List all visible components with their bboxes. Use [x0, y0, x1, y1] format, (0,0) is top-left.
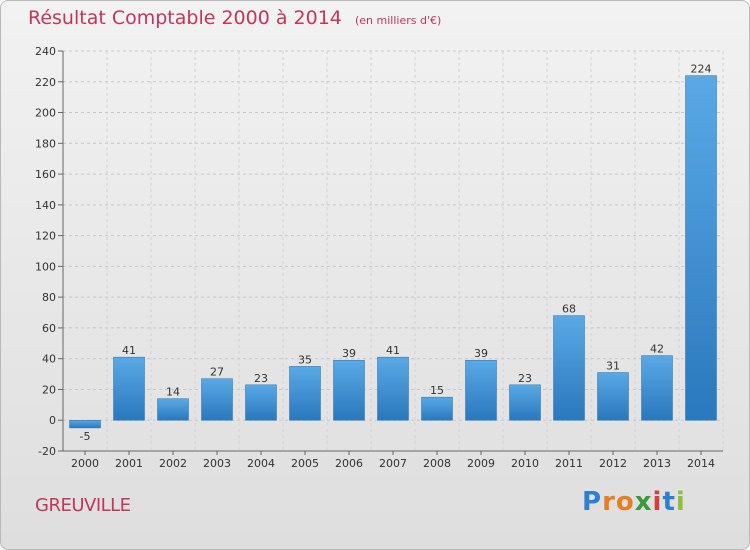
y-tick-label: 180: [35, 137, 56, 150]
bar: [465, 359, 497, 421]
data-label: 35: [298, 353, 312, 366]
logo-letter: P: [582, 487, 603, 517]
x-tick-label: 2004: [247, 457, 275, 470]
x-tick-label: 2009: [467, 457, 495, 470]
data-label: 14: [166, 386, 180, 399]
bar: [641, 355, 673, 421]
bar: [333, 359, 365, 421]
logo-letter: i: [675, 487, 686, 517]
data-labels: -5 41 14 27 23 35 39 41 15 39 23 68 31 42 224: [80, 63, 712, 443]
data-label: 23: [254, 372, 268, 385]
bar: [685, 75, 717, 421]
bar: [421, 396, 453, 421]
x-tick-label: 2000: [71, 457, 99, 470]
logo-letter: x: [634, 487, 653, 517]
data-label: 39: [474, 347, 488, 360]
y-tick-label: 40: [42, 353, 56, 366]
data-label: 31: [606, 360, 620, 373]
y-tick-label: 140: [35, 199, 56, 212]
y-tick-label: 20: [42, 383, 56, 396]
x-tick-label: 2006: [335, 457, 363, 470]
chart-subtitle: (en milliers d'€): [354, 14, 442, 27]
data-label: 23: [518, 372, 532, 385]
y-tick-label: 200: [35, 107, 56, 120]
x-tick-label: 2005: [291, 457, 319, 470]
logo-letter: r: [602, 487, 616, 517]
data-label: 42: [650, 343, 664, 356]
y-tick-label: 80: [42, 291, 56, 304]
commune-name: GREUVILLE: [35, 495, 131, 516]
x-tick-label: 2013: [643, 457, 671, 470]
data-label: 27: [210, 366, 224, 379]
data-label: 224: [691, 63, 712, 76]
logo-letter: t: [662, 487, 676, 517]
x-tick-label: 2008: [423, 457, 451, 470]
bar: [377, 356, 409, 421]
bar: [69, 419, 101, 429]
y-tick-label: -20: [38, 445, 56, 458]
x-axis: 2000 2001 2002 2003 2004 2005 2006 2007 2008 2009…: [63, 450, 723, 470]
data-label: 41: [122, 344, 136, 357]
y-tick-label: 100: [35, 260, 56, 273]
proxiti-logo[interactable]: Proxiti: [582, 487, 686, 517]
data-label: -5: [80, 430, 91, 443]
bar: [289, 366, 321, 421]
bar: [201, 378, 233, 421]
y-axis: -20 0 20 40 60 80 100 120 140 160 180 200 220 240: [35, 45, 64, 458]
x-tick-label: 2010: [511, 457, 539, 470]
x-tick-label: 2001: [115, 457, 143, 470]
chart-title: Résultat Comptable 2000 à 2014: [28, 7, 342, 29]
y-tick-label: 120: [35, 230, 56, 243]
x-tick-label: 2002: [159, 457, 187, 470]
y-tick-label: 0: [49, 414, 56, 427]
data-label: 15: [430, 384, 444, 397]
bars: [69, 75, 717, 429]
bar: [245, 384, 277, 421]
y-tick-label: 240: [35, 45, 56, 58]
data-label: 41: [386, 344, 400, 357]
bar: [597, 372, 629, 421]
bar: [157, 398, 189, 421]
x-tick-label: 2014: [687, 457, 715, 470]
data-label: 39: [342, 347, 356, 360]
data-label: 68: [562, 303, 576, 316]
x-tick-label: 2011: [555, 457, 583, 470]
bar: [113, 356, 145, 421]
x-tick-label: 2012: [599, 457, 627, 470]
x-tick-label: 2007: [379, 457, 407, 470]
title-row: Résultat Comptable 2000 à 2014 (en milli…: [28, 7, 441, 29]
bar: [509, 384, 541, 421]
y-tick-label: 220: [35, 76, 56, 89]
y-tick-label: 60: [42, 322, 56, 335]
x-tick-label: 2003: [203, 457, 231, 470]
logo-letter: o: [615, 487, 635, 517]
logo-letter: i: [652, 487, 663, 517]
bar: [553, 315, 585, 421]
y-tick-label: 160: [35, 168, 56, 181]
